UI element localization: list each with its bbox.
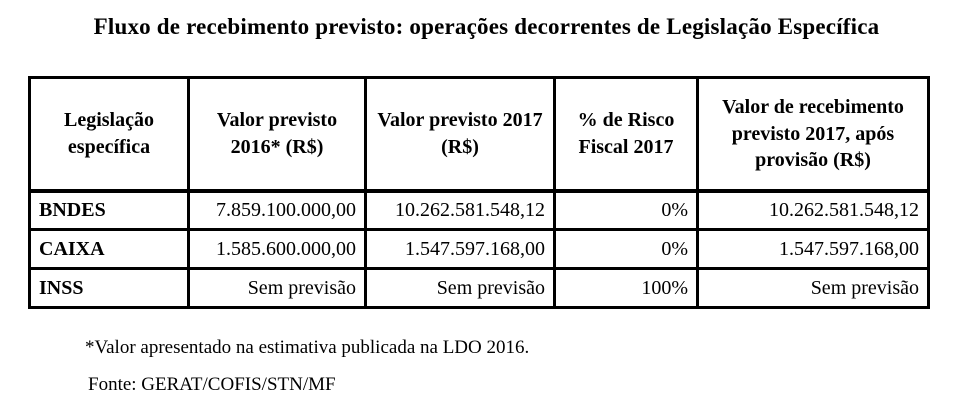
row-label-bndes: BNDES — [28, 189, 190, 231]
cell-bndes-valor-2017: 10.262.581.548,12 — [364, 189, 556, 231]
cell-inss-risco-fiscal: 100% — [553, 267, 699, 309]
cell-caixa-risco-fiscal: 0% — [553, 228, 699, 270]
cell-caixa-apos-provisao: 1.547.597.168,00 — [696, 228, 930, 270]
footnote-source: Fonte: GERAT/COFIS/STN/MF — [88, 374, 336, 395]
table-header-row: Legislação específica Valor previsto 201… — [28, 76, 930, 193]
footnote-asterisk: *Valor apresentado na estimativa publica… — [85, 337, 530, 358]
cell-caixa-valor-2016: 1.585.600.000,00 — [187, 228, 367, 270]
table-row-caixa: CAIXA 1.585.600.000,00 1.547.597.168,00 … — [28, 228, 930, 270]
table-row-inss: INSS Sem previsão Sem previsão 100% Sem … — [28, 267, 930, 309]
cell-caixa-valor-2017: 1.547.597.168,00 — [364, 228, 556, 270]
col-header-legislacao-especifica: Legislação específica — [28, 76, 190, 193]
cell-inss-apos-provisao: Sem previsão — [696, 267, 930, 309]
col-header-recebimento-apos-provisao: Valor de recebimento previsto 2017, após… — [696, 76, 930, 193]
cell-inss-valor-2016: Sem previsão — [187, 267, 367, 309]
row-label-caixa: CAIXA — [28, 228, 190, 270]
cell-inss-valor-2017: Sem previsão — [364, 267, 556, 309]
col-header-risco-fiscal-2017: % de Risco Fiscal 2017 — [553, 76, 699, 193]
cell-bndes-apos-provisao: 10.262.581.548,12 — [696, 189, 930, 231]
row-label-inss: INSS — [28, 267, 190, 309]
page-title: Fluxo de recebimento previsto: operações… — [93, 14, 880, 39]
col-header-valor-previsto-2017: Valor previsto 2017 (R$) — [364, 76, 556, 193]
table-row-bndes: BNDES 7.859.100.000,00 10.262.581.548,12… — [28, 189, 930, 231]
fluxo-recebimento-table: Legislação específica Valor previsto 201… — [28, 76, 930, 309]
cell-bndes-valor-2016: 7.859.100.000,00 — [187, 189, 367, 231]
cell-bndes-risco-fiscal: 0% — [553, 189, 699, 231]
col-header-valor-previsto-2016: Valor previsto 2016* (R$) — [187, 76, 367, 193]
